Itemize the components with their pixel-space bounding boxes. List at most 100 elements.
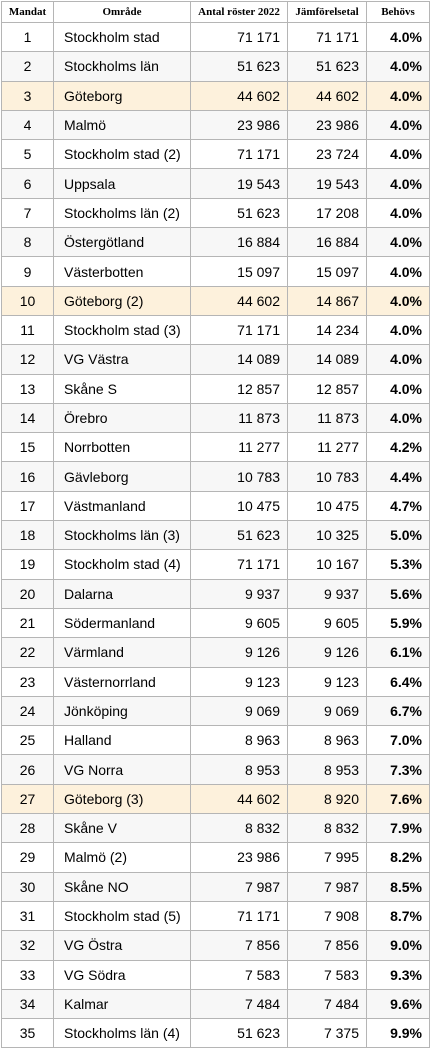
cell-jamforelsetal: 9 937 [287,578,367,609]
table-row: 8 Östergötland 16 884 16 884 4.0% [1,227,430,258]
cell-behovs: 4.0% [366,168,430,199]
cell-omrade: Stockholms län (3) [53,520,191,551]
cell-jamforelsetal: 14 089 [287,344,367,375]
cell-behovs: 4.0% [366,314,430,346]
cell-jamforelsetal: 16 884 [287,227,367,258]
cell-behovs: 9.9% [366,1018,430,1049]
table-row: 3 Göteborg 44 602 44 602 4.0% [1,80,430,111]
cell-jamforelsetal: 10 783 [287,461,367,492]
header-jamforelsetal: Jämförelsetal [287,1,367,23]
cell-omrade: Malmö (2) [53,842,191,873]
cell-jamforelsetal: 23 724 [287,139,367,170]
cell-jamforelsetal: 19 543 [287,168,367,199]
cell-mandat: 24 [1,695,54,727]
cell-behovs: 7.0% [366,725,430,756]
header-behovs: Behövs [366,1,430,23]
cell-antal-roster: 44 602 [190,80,288,111]
header-omrade: Område [53,1,191,23]
cell-mandat: 13 [1,373,54,404]
table-row: 15 Norrbotten 11 277 11 277 4.2% [1,432,430,463]
cell-antal-roster: 9 126 [190,637,288,668]
cell-antal-roster: 9 123 [190,666,288,697]
cell-mandat: 17 [1,490,54,522]
cell-mandat: 30 [1,871,54,902]
cell-behovs: 6.4% [366,666,430,697]
cell-omrade: Göteborg (3) [53,783,191,815]
cell-antal-roster: 16 884 [190,227,288,258]
cell-mandat: 25 [1,725,54,756]
cell-antal-roster: 11 873 [190,402,288,434]
cell-antal-roster: 44 602 [190,783,288,815]
table-row: 18 Stockholms län (3) 51 623 10 325 5.0% [1,520,430,551]
cell-behovs: 8.7% [366,900,430,932]
cell-jamforelsetal: 8 953 [287,754,367,785]
cell-jamforelsetal: 7 583 [287,959,367,990]
cell-omrade: Skåne NO [53,871,191,902]
table-row: 33 VG Södra 7 583 7 583 9.3% [1,959,430,990]
cell-behovs: 4.0% [366,197,430,229]
cell-mandat: 21 [1,607,54,639]
cell-behovs: 4.7% [366,490,430,522]
cell-omrade: VG Södra [53,959,191,990]
cell-mandat: 11 [1,314,54,346]
cell-jamforelsetal: 10 167 [287,549,367,580]
cell-omrade: Västmanland [53,490,191,522]
cell-jamforelsetal: 7 484 [287,988,367,1020]
cell-omrade: Gävleborg [53,461,191,492]
cell-omrade: VG Östra [53,930,191,961]
cell-jamforelsetal: 7 987 [287,871,367,902]
cell-antal-roster: 14 089 [190,344,288,375]
cell-behovs: 9.0% [366,930,430,961]
cell-behovs: 4.0% [366,344,430,375]
cell-behovs: 4.0% [366,80,430,111]
header-mandat: Mandat [1,1,54,23]
cell-behovs: 5.3% [366,549,430,580]
cell-mandat: 18 [1,520,54,551]
table-row: 30 Skåne NO 7 987 7 987 8.5% [1,871,430,902]
cell-mandat: 19 [1,549,54,580]
cell-omrade: Västernorrland [53,666,191,697]
cell-antal-roster: 10 475 [190,490,288,522]
cell-antal-roster: 71 171 [190,314,288,346]
cell-mandat: 32 [1,930,54,961]
cell-mandat: 3 [1,80,54,111]
header-row: Mandat Område Antal röster 2022 Jämförel… [1,1,430,23]
cell-behovs: 5.9% [366,607,430,639]
table-row: 35 Stockholms län (4) 51 623 7 375 9.9% [1,1018,430,1049]
cell-omrade: Örebro [53,402,191,434]
cell-antal-roster: 7 583 [190,959,288,990]
cell-behovs: 4.0% [366,51,430,82]
table-row: 26 VG Norra 8 953 8 953 7.3% [1,754,430,785]
table-body: 1 Stockholm stad 71 171 71 171 4.0% 2 Stockhol… [1,21,430,1049]
cell-behovs: 6.7% [366,695,430,727]
cell-jamforelsetal: 7 375 [287,1018,367,1049]
cell-antal-roster: 23 986 [190,842,288,873]
cell-mandat: 14 [1,402,54,434]
cell-jamforelsetal: 8 832 [287,813,367,844]
cell-mandat: 2 [1,51,54,82]
cell-omrade: Göteborg [53,80,191,111]
cell-antal-roster: 19 543 [190,168,288,199]
cell-omrade: Göteborg (2) [53,285,191,316]
cell-omrade: Stockholm stad (5) [53,900,191,932]
cell-omrade: Malmö [53,109,191,141]
cell-antal-roster: 9 069 [190,695,288,727]
cell-antal-roster: 44 602 [190,285,288,316]
cell-antal-roster: 15 097 [190,256,288,287]
table-row: 12 VG Västra 14 089 14 089 4.0% [1,344,430,375]
cell-jamforelsetal: 8 920 [287,783,367,815]
table-row: 24 Jönköping 9 069 9 069 6.7% [1,695,430,727]
cell-behovs: 4.0% [366,21,430,53]
header-antal-roster: Antal röster 2022 [190,1,288,23]
cell-omrade: Kalmar [53,988,191,1020]
cell-jamforelsetal: 14 867 [287,285,367,316]
cell-omrade: Södermanland [53,607,191,639]
cell-mandat: 33 [1,959,54,990]
cell-mandat: 20 [1,578,54,609]
table-row: 34 Kalmar 7 484 7 484 9.6% [1,988,430,1020]
cell-antal-roster: 7 856 [190,930,288,961]
table-row: 27 Göteborg (3) 44 602 8 920 7.6% [1,783,430,815]
table-row: 7 Stockholms län (2) 51 623 17 208 4.0% [1,197,430,229]
